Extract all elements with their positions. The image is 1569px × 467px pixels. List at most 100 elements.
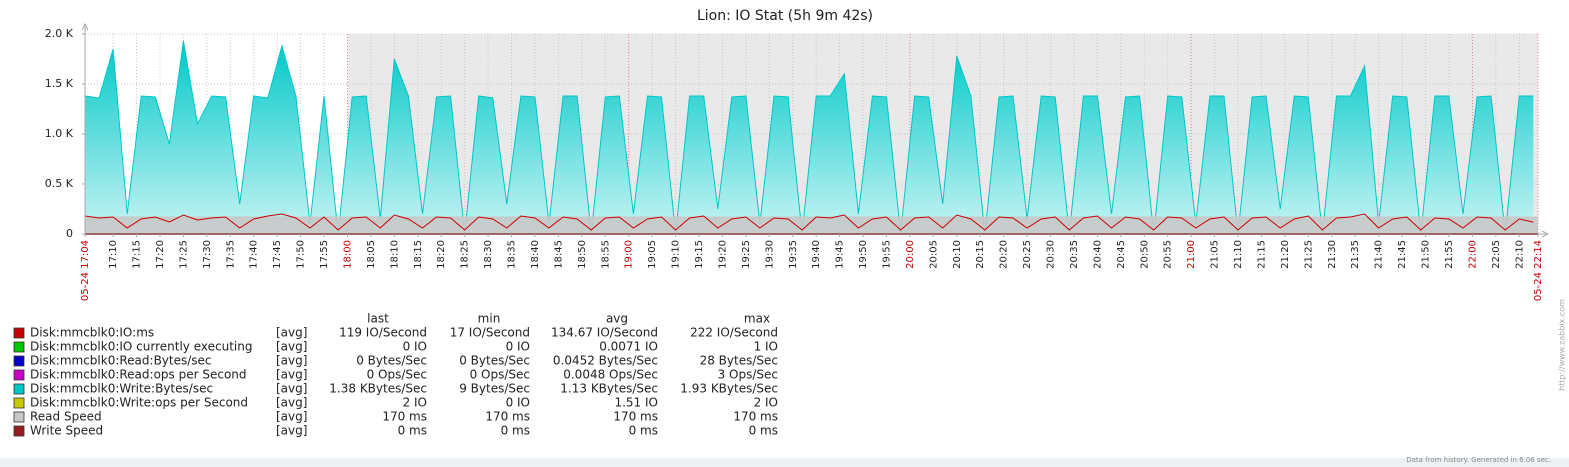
legend-func: [avg] (276, 410, 307, 424)
x-tick-label: 05-24 22:14 (1533, 240, 1544, 301)
x-tick-label: 22:00 (1467, 240, 1478, 269)
x-tick-label: 18:40 (530, 240, 541, 269)
x-tick-label: 20:10 (952, 240, 963, 269)
y-tick-label: 0.5 K (45, 177, 74, 190)
x-tick-label: 17:30 (202, 240, 213, 269)
x-tick-label: 17:50 (296, 240, 307, 269)
series-line (84, 213, 1534, 231)
x-tick-label: 18:10 (389, 240, 400, 269)
x-tick-label: 19:30 (764, 240, 775, 269)
legend-func: [avg] (276, 368, 307, 382)
legend-stat: 17 IO/Second (450, 326, 530, 340)
series-area (85, 217, 1538, 234)
legend-swatch (13, 397, 25, 409)
x-tick-label: 17:10 (108, 240, 119, 269)
legend-stat: 0.0452 Bytes/Sec (553, 354, 658, 368)
legend-swatch (13, 327, 25, 339)
x-tick-label: 19:15 (694, 240, 705, 269)
legend-stat: 0 ms (629, 424, 658, 438)
x-tick-label: 20:35 (1069, 240, 1080, 269)
legend-swatch (13, 425, 25, 437)
x-tick-label: 18:50 (577, 240, 588, 269)
x-tick-label: 17:15 (132, 240, 143, 269)
legend-swatch (13, 355, 25, 367)
legend-swatch (13, 369, 25, 381)
legend-stat: 119 IO/Second (339, 326, 427, 340)
legend-stat: 1.13 KBytes/Sec (560, 382, 658, 396)
x-tick-label: 19:10 (671, 240, 682, 269)
x-tick-label: 17:55 (319, 240, 330, 269)
legend-stat: 0.0071 IO (599, 340, 658, 354)
x-tick-label: 21:55 (1444, 240, 1455, 269)
x-tick-label: 19:00 (624, 240, 635, 269)
x-tick-label: 17:40 (249, 240, 260, 269)
legend-stat: 1.93 KBytes/Sec (680, 382, 778, 396)
legend-stat: 0.0048 Ops/Sec (563, 368, 658, 382)
x-tick-label: 19:05 (647, 240, 658, 269)
footer-note: Data from history. Generated in 6.06 sec… (1406, 456, 1551, 464)
legend-header: max (744, 312, 770, 326)
legend-stat: 0 IO (506, 396, 530, 410)
x-tick-label: 05-24 17:04 (80, 240, 91, 301)
legend-stat: 0 Ops/Sec (470, 368, 530, 382)
legend-stat: 1.38 KBytes/Sec (329, 382, 427, 396)
legend-label: Disk:mmcblk0:Write:ops per Second (30, 396, 248, 410)
x-tick-label: 19:25 (741, 240, 752, 269)
x-tick-label: 17:45 (272, 240, 283, 269)
x-tick-label: 17:20 (155, 240, 166, 269)
legend-func: [avg] (276, 340, 307, 354)
x-axis-arrow (1541, 230, 1550, 238)
x-tick-label: 20:05 (928, 240, 939, 269)
x-tick-label: 21:50 (1421, 240, 1432, 269)
legend-func: [avg] (276, 354, 307, 368)
x-tick-label: 18:30 (483, 240, 494, 269)
x-tick-label: 21:30 (1327, 240, 1338, 269)
legend-label: Disk:mmcblk0:Read:ops per Second (30, 368, 247, 382)
x-tick-label: 19:35 (788, 240, 799, 269)
y-tick-label: 2.0 K (45, 27, 74, 40)
x-tick-label: 20:55 (1163, 240, 1174, 269)
legend-swatch (13, 411, 25, 423)
y-tick-label: 1.0 K (45, 127, 74, 140)
x-tick-label: 19:40 (811, 240, 822, 269)
series-area (85, 41, 1534, 234)
y-tick-label: 0 (66, 227, 73, 240)
legend-stat: 0 Bytes/Sec (356, 354, 427, 368)
legend-label: Read Speed (30, 410, 102, 424)
legend-stat: 1 IO (754, 340, 778, 354)
legend-func: [avg] (276, 326, 307, 340)
y-tick-label: 1.5 K (45, 77, 74, 90)
x-tick-label: 22:05 (1491, 240, 1502, 269)
x-tick-label: 18:05 (366, 240, 377, 269)
legend-stat: 0 Bytes/Sec (459, 354, 530, 368)
legend-swatch (13, 341, 25, 353)
x-tick-label: 18:45 (553, 240, 564, 269)
legend-label: Disk:mmcblk0:Write:Bytes/sec (30, 382, 213, 396)
x-tick-label: 19:50 (858, 240, 869, 269)
legend-header: last (367, 312, 389, 326)
x-tick-label: 21:20 (1280, 240, 1291, 269)
x-tick-label: 21:40 (1374, 240, 1385, 269)
legend-header: avg (606, 312, 628, 326)
x-tick-label: 21:15 (1256, 240, 1267, 269)
legend-stat: 170 ms (733, 410, 778, 424)
legend-label: Write Speed (30, 424, 103, 438)
legend-stat: 0 ms (398, 424, 427, 438)
x-tick-label: 18:25 (460, 240, 471, 269)
x-tick-label: 19:55 (881, 240, 892, 269)
legend-stat: 0 ms (501, 424, 530, 438)
x-tick-label: 20:30 (1046, 240, 1057, 269)
legend-label: Disk:mmcblk0:IO currently executing (30, 340, 252, 354)
x-tick-label: 18:20 (436, 240, 447, 269)
x-tick-label: 18:00 (342, 240, 353, 269)
x-tick-label: 20:25 (1022, 240, 1033, 269)
legend-stat: 0 ms (749, 424, 778, 438)
x-tick-label: 22:10 (1514, 240, 1525, 269)
x-tick-label: 20:40 (1092, 240, 1103, 269)
legend-stat: 134.67 IO/Second (551, 326, 658, 340)
x-tick-label: 20:00 (905, 240, 916, 269)
legend-func: [avg] (276, 424, 307, 438)
legend-stat: 0 IO (506, 340, 530, 354)
legend-stat: 0 Ops/Sec (367, 368, 427, 382)
x-tick-label: 19:20 (717, 240, 728, 269)
